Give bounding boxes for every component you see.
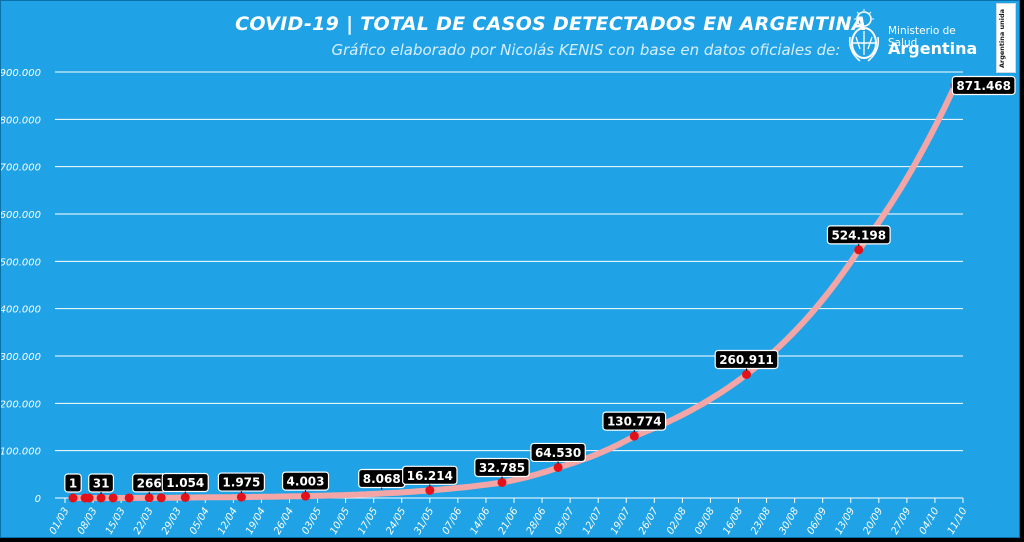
chart-title: COVID-19 | TOTAL DE CASOS DETECTADOS EN … (235, 13, 867, 35)
data-point (425, 485, 435, 495)
data-point (108, 493, 118, 503)
data-point (84, 493, 94, 503)
x-tick-label: 23/08 (749, 506, 773, 536)
data-point (742, 370, 752, 380)
data-point (156, 493, 166, 503)
data-label: 32.785 (479, 461, 525, 475)
data-point (854, 245, 864, 255)
data-label: 1.054 (166, 476, 204, 490)
data-point (124, 493, 134, 503)
x-tick-label: 14/06 (469, 506, 493, 536)
data-point (497, 477, 507, 487)
data-label: 130.774 (607, 415, 662, 429)
x-tick-label: 15/03 (104, 506, 128, 536)
x-tick-label: 10/05 (328, 506, 352, 536)
y-tick-label: 100.000 (1, 447, 41, 458)
x-tick-label: 19/04 (244, 506, 268, 536)
x-tick-label: 08/03 (76, 506, 100, 536)
x-tick-label: 03/05 (300, 506, 324, 536)
x-tick-label: 22/03 (132, 506, 156, 536)
y-tick-label: 0 (35, 494, 41, 505)
data-point (180, 493, 190, 503)
x-tick-label: 26/07 (637, 505, 661, 536)
data-label: 31 (93, 476, 110, 490)
x-tick-label: 01/03 (48, 506, 72, 536)
argentina-emblem-icon (848, 9, 880, 62)
y-tick-label: 400.000 (1, 305, 41, 316)
x-tick-label: 09/08 (693, 506, 717, 536)
argentina-unida-tag: Argentina unida (996, 3, 1016, 73)
y-tick-label: 800.000 (1, 115, 41, 126)
data-point (144, 493, 154, 503)
data-label: 8.068 (363, 472, 401, 486)
data-label: 266 (137, 476, 162, 490)
y-tick-label: 200.000 (1, 399, 41, 410)
x-tick-label: 31/05 (412, 506, 436, 536)
ministry-country: Argentina (888, 39, 978, 58)
data-point (301, 491, 311, 501)
ministry-name: Ministerio de Salud (888, 25, 956, 49)
data-label-box (951, 75, 1016, 96)
y-tick-label: 600.000 (1, 210, 41, 221)
y-tick-label: 500.000 (1, 257, 41, 268)
x-tick-label: 05/07 (553, 505, 577, 536)
data-point (553, 462, 563, 472)
chart-subtitle: Gráfico elaborado por Nicolás KENIS con … (331, 41, 841, 59)
data-label: 1 (69, 476, 77, 490)
x-tick-label: 28/06 (525, 506, 549, 536)
x-tick-label: 06/09 (805, 506, 829, 536)
x-tick-label: 19/07 (609, 505, 633, 536)
x-tick-label: 07/06 (441, 506, 465, 536)
data-label: 64.530 (535, 446, 581, 460)
data-label: 260.911 (719, 353, 774, 367)
data-point (96, 493, 106, 503)
cases-line (70, 82, 958, 501)
x-tick-label: 16/08 (721, 506, 745, 536)
x-tick-label: 05/04 (188, 506, 212, 536)
x-tick-label: 27/09 (890, 506, 914, 536)
ministry-logo: Ministerio de Salud Argentina (846, 9, 986, 67)
data-label: 524.198 (831, 228, 886, 242)
gridlines (55, 71, 963, 499)
x-tick-label: 24/05 (384, 506, 408, 536)
x-tick-label: 11/10 (946, 506, 970, 536)
side-tag-text: Argentina unida (998, 8, 1006, 68)
x-tick-label: 30/08 (777, 506, 801, 536)
x-tick-label: 02/08 (665, 506, 689, 536)
x-tick-label: 29/03 (160, 506, 184, 536)
y-tick-label: 700.000 (1, 163, 41, 174)
y-tick-label: 900.000 (1, 68, 41, 79)
data-point (68, 493, 78, 503)
data-point (629, 431, 639, 441)
data-label-box (64, 473, 82, 493)
data-label: 1.975 (222, 476, 260, 490)
x-tick-label: 20/09 (861, 506, 885, 536)
x-tick-label: 26/04 (272, 506, 296, 536)
x-tick-label: 17/05 (356, 506, 380, 536)
x-tick-label: 21/06 (497, 506, 521, 536)
data-point (236, 492, 246, 502)
data-label: 4.003 (287, 475, 325, 489)
data-label: 871.468 (956, 79, 1011, 93)
y-tick-label: 300.000 (1, 352, 41, 363)
x-tick-label: 12/07 (581, 505, 605, 536)
x-tick-label: 12/04 (216, 506, 240, 536)
x-tick-label: 13/09 (833, 506, 857, 536)
data-label: 16.214 (407, 469, 453, 483)
x-tick-label: 04/10 (918, 506, 942, 536)
